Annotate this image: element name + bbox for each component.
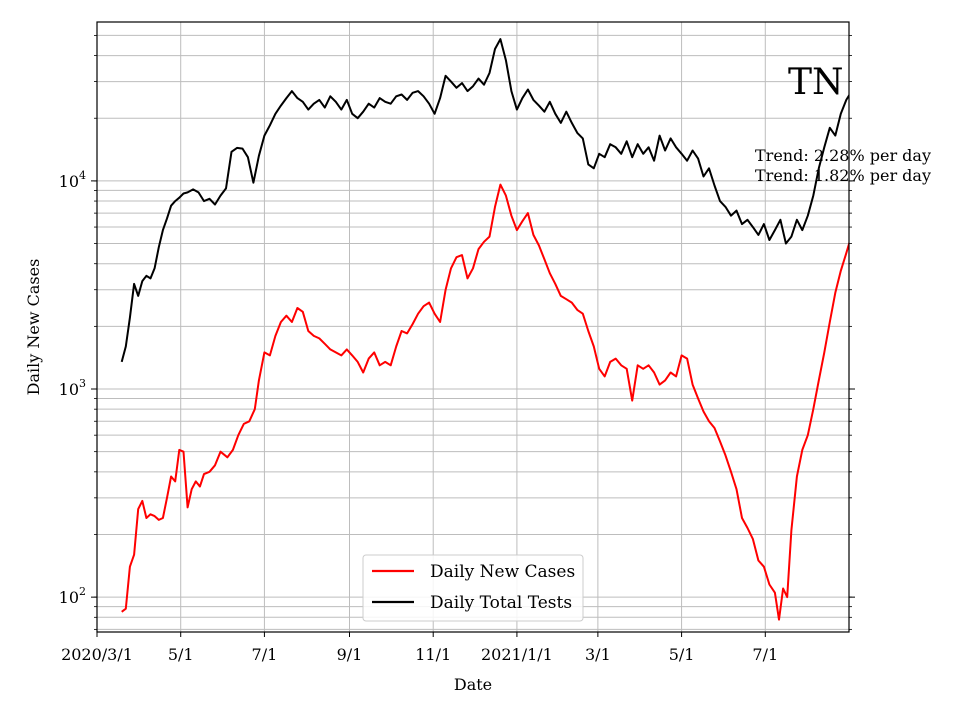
state-label: TN — [788, 62, 844, 103]
grid — [96, 22, 849, 632]
series-layer — [120, 38, 849, 621]
x-tick-label-5-1: 5/1 — [168, 645, 194, 664]
x-tick-label-7-1: 7/1 — [752, 645, 778, 664]
x-tick-label-5-1: 5/1 — [669, 645, 695, 664]
legend-box — [362, 554, 584, 622]
series-line-daily-total-tests — [120, 38, 849, 363]
series-line-daily-new-cases — [121, 183, 849, 621]
plot-frame — [96, 21, 850, 633]
ticks: 2020/3/1 5/1 7/1 9/1 11/1 2021/1/1 3/1 5/1 7/110… — [59, 35, 855, 664]
x-tick-label-3-1: 3/1 — [585, 645, 611, 664]
y-axis-label: Daily New Cases — [24, 259, 43, 396]
x-tick-label-2020-3-1: 2020/3/1 — [61, 645, 133, 664]
legend: Daily New Cases Daily Total Tests — [362, 554, 584, 622]
legend-label-daily-new-cases: Daily New Cases — [430, 562, 575, 582]
x-tick-label-11-1: 11/1 — [415, 645, 451, 664]
x-tick-label-2021-1-1: 2021/1/1 — [481, 645, 553, 664]
trend-label-2: Trend: 1.82% per day — [755, 166, 931, 185]
legend-label-daily-total-tests: Daily Total Tests — [430, 593, 572, 613]
x-tick-label-9-1: 9/1 — [337, 645, 363, 664]
x-tick-label-7-1: 7/1 — [252, 645, 278, 664]
trend-label-1: Trend: 2.28% per day — [755, 146, 931, 165]
x-axis-label: Date — [454, 675, 492, 694]
